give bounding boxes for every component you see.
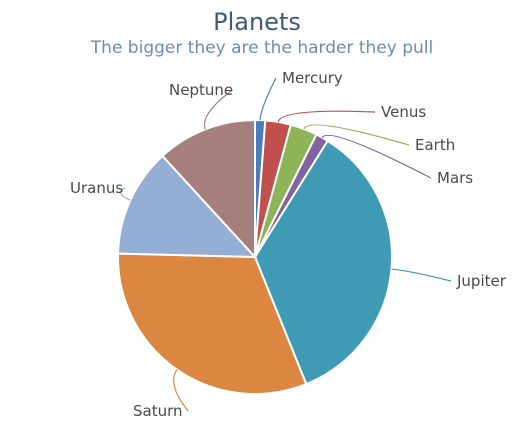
pie-slices <box>117 118 393 395</box>
connector-uranus <box>120 187 131 201</box>
connector-mars <box>321 134 432 179</box>
label-connectors <box>120 77 452 412</box>
slice-label-earth: Earth <box>415 136 455 154</box>
slice-label-mercury: Mercury <box>282 69 343 87</box>
connector-mercury <box>259 77 277 121</box>
slice-labels: Mercury Venus Earth Mars Jupiter Saturn Uranus… <box>70 69 507 420</box>
pie-slice-jupiter[interactable] <box>253 139 393 386</box>
chart-subtitle: The bigger they are the harder they pull <box>90 38 433 58</box>
slice-label-jupiter: Jupiter <box>456 272 507 290</box>
slice-label-saturn: Saturn <box>133 402 183 420</box>
connector-neptune <box>203 89 233 130</box>
connector-earth <box>303 124 410 146</box>
connector-saturn <box>173 369 189 412</box>
slice-label-mars: Mars <box>437 169 473 187</box>
pie-slice-neptune[interactable] <box>161 118 256 260</box>
connector-venus <box>277 110 376 123</box>
connector-jupiter <box>391 268 452 282</box>
chart-title: Planets <box>213 8 301 36</box>
slice-label-venus: Venus <box>381 103 426 121</box>
slice-label-uranus: Uranus <box>70 179 123 197</box>
slice-label-neptune: Neptune <box>169 81 233 99</box>
